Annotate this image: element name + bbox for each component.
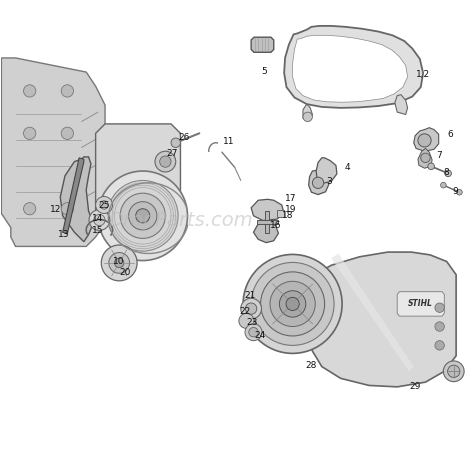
Circle shape <box>243 255 342 354</box>
Polygon shape <box>309 170 329 195</box>
Text: 15: 15 <box>92 226 104 235</box>
Circle shape <box>443 361 464 382</box>
Text: 20: 20 <box>119 268 130 277</box>
Text: 18: 18 <box>282 211 293 220</box>
Circle shape <box>249 328 258 337</box>
Text: 13: 13 <box>58 230 69 239</box>
Text: 21: 21 <box>245 291 256 300</box>
Text: 14: 14 <box>92 214 104 223</box>
Polygon shape <box>292 36 408 102</box>
Text: 17: 17 <box>285 194 297 203</box>
Circle shape <box>100 201 109 209</box>
Polygon shape <box>284 26 423 108</box>
Text: 4: 4 <box>345 163 351 172</box>
Polygon shape <box>60 157 93 242</box>
Circle shape <box>435 322 444 331</box>
Circle shape <box>435 303 444 312</box>
Circle shape <box>239 313 254 328</box>
Polygon shape <box>316 158 337 183</box>
Circle shape <box>101 245 137 281</box>
Text: 16: 16 <box>270 221 282 230</box>
Text: 11: 11 <box>223 137 234 146</box>
Circle shape <box>171 138 181 147</box>
Circle shape <box>303 112 312 121</box>
Text: 19: 19 <box>285 205 297 214</box>
Text: 9: 9 <box>453 187 458 196</box>
Polygon shape <box>395 95 408 115</box>
Circle shape <box>155 151 176 172</box>
Circle shape <box>115 258 124 268</box>
Circle shape <box>435 341 444 350</box>
Circle shape <box>96 197 113 213</box>
Circle shape <box>418 134 431 147</box>
Circle shape <box>286 297 299 310</box>
Circle shape <box>108 181 178 251</box>
Circle shape <box>24 85 36 97</box>
Circle shape <box>94 214 105 226</box>
Polygon shape <box>277 210 284 217</box>
Circle shape <box>447 365 460 377</box>
Circle shape <box>61 85 73 97</box>
Circle shape <box>245 324 262 341</box>
Circle shape <box>440 182 446 188</box>
Polygon shape <box>63 158 84 234</box>
Circle shape <box>24 202 36 215</box>
Circle shape <box>456 190 462 195</box>
Text: 7: 7 <box>436 152 442 161</box>
Circle shape <box>261 272 325 336</box>
Text: 3: 3 <box>326 177 332 186</box>
Circle shape <box>24 127 36 139</box>
Circle shape <box>136 209 150 223</box>
Polygon shape <box>251 37 274 52</box>
Circle shape <box>251 263 334 346</box>
Text: 12: 12 <box>50 205 61 214</box>
Text: 26: 26 <box>179 133 190 142</box>
Circle shape <box>61 202 73 215</box>
Text: 22: 22 <box>240 307 251 316</box>
Circle shape <box>61 127 73 139</box>
Text: STIHL: STIHL <box>407 300 432 309</box>
Text: 1,2: 1,2 <box>416 70 430 79</box>
Circle shape <box>128 201 157 230</box>
Polygon shape <box>331 254 414 371</box>
Text: 8: 8 <box>443 168 449 177</box>
Circle shape <box>246 303 257 314</box>
Polygon shape <box>418 148 432 168</box>
Polygon shape <box>254 220 278 243</box>
Polygon shape <box>414 128 438 151</box>
Text: 29: 29 <box>410 383 421 392</box>
Circle shape <box>120 193 165 238</box>
Circle shape <box>109 253 129 273</box>
Circle shape <box>445 170 451 177</box>
Circle shape <box>89 210 110 230</box>
Text: 10: 10 <box>112 257 124 266</box>
Text: 28: 28 <box>306 361 317 370</box>
Text: 27: 27 <box>166 149 178 158</box>
Circle shape <box>312 177 324 189</box>
Polygon shape <box>303 104 312 120</box>
Circle shape <box>421 153 430 163</box>
Text: 23: 23 <box>246 318 258 327</box>
Circle shape <box>98 171 188 261</box>
Circle shape <box>160 156 171 167</box>
Text: 5: 5 <box>262 67 267 76</box>
Polygon shape <box>251 199 284 220</box>
Polygon shape <box>96 124 181 218</box>
Text: 25: 25 <box>99 201 110 210</box>
Polygon shape <box>397 292 444 316</box>
Circle shape <box>279 291 306 317</box>
Circle shape <box>241 298 262 319</box>
Polygon shape <box>1 58 105 246</box>
Text: 24: 24 <box>254 330 265 339</box>
Polygon shape <box>265 211 269 233</box>
Text: DropParts.com: DropParts.com <box>108 211 253 230</box>
Text: 6: 6 <box>447 130 453 139</box>
Circle shape <box>270 281 315 327</box>
Circle shape <box>428 163 435 170</box>
Polygon shape <box>305 252 456 387</box>
Polygon shape <box>257 220 277 224</box>
